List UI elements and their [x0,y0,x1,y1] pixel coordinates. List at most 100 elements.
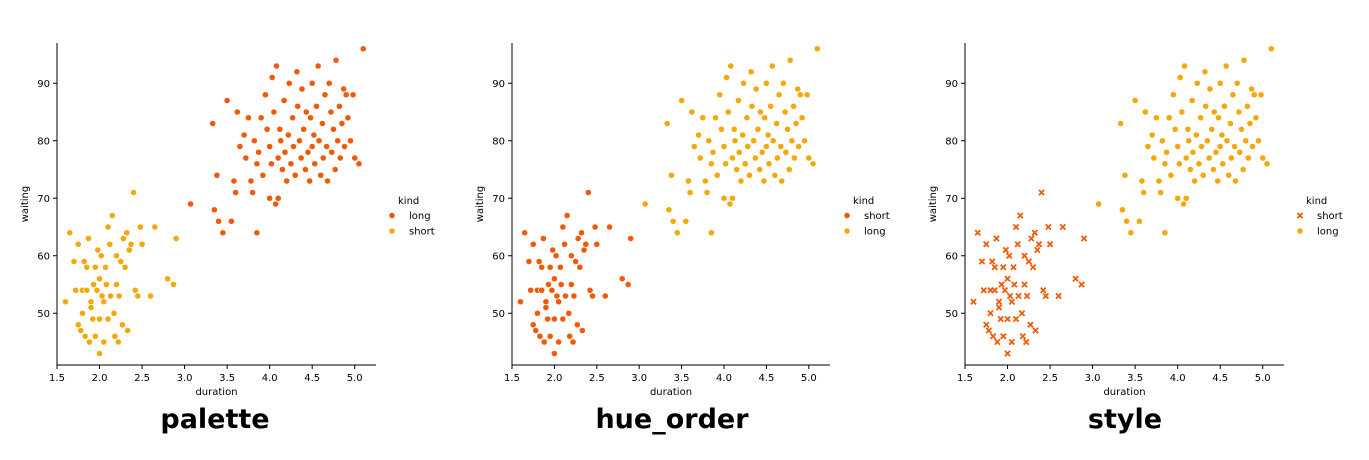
data-point-long [1188,97,1196,104]
data-point-short [1029,264,1037,271]
data-point-long [781,108,789,116]
data-point-long [696,154,704,162]
data-point-long [722,160,730,168]
data-point-long [727,62,735,70]
y-axis-title: waiting [928,186,939,222]
data-point-long [790,102,797,110]
points-group [62,45,367,357]
legend-label-long: long [864,227,886,238]
data-point-short [1035,241,1043,248]
data-point-long [351,154,359,162]
data-point-long [1178,108,1186,116]
data-point-long [1206,85,1214,93]
data-point-short [578,327,586,334]
data-point-long [1199,171,1207,179]
data-point-long [796,91,804,99]
data-point-long [332,56,340,64]
data-point-long [213,171,221,179]
data-point-long [1212,148,1220,156]
data-point-long [331,166,339,173]
data-point-short [624,281,632,288]
data-point-long [756,166,764,173]
data-point-short [551,350,558,357]
x-axis-title: duration [650,387,692,398]
data-point-long [748,102,756,110]
data-point-long [743,114,751,122]
data-point-long [740,79,747,87]
data-point-short [107,292,114,300]
data-point-long [306,177,314,185]
data-point-short [121,263,129,271]
data-point-short [1004,350,1011,357]
data-point-short [538,263,546,271]
data-point-long [1197,114,1205,122]
data-point-long [1148,131,1156,139]
data-point-long [276,125,284,133]
data-point-short [1078,281,1085,288]
data-point-long [758,148,766,156]
data-point-short [601,292,609,300]
x-tick-label: 4.5 [1212,373,1228,384]
data-point-short [170,281,177,288]
data-point-short [546,332,554,340]
data-point-long [777,143,785,150]
data-point-long [323,143,331,150]
data-point-long [686,189,694,196]
data-point-long [313,102,320,110]
data-point-long [250,137,258,145]
data-point-long [641,200,649,208]
data-point-long [1153,114,1160,122]
legend-title: kind [853,196,874,207]
x-tick-label: 1.5 [957,373,973,384]
data-point-short [529,321,537,329]
data-point-long [1118,206,1126,214]
data-point-short [164,275,171,283]
data-point-short [1059,223,1067,231]
data-point-long [327,108,335,116]
data-point-long [284,131,292,139]
data-point-long [1182,154,1190,162]
data-point-long [707,160,715,168]
data-point-long [1219,160,1227,168]
data-point-long [253,229,261,237]
data-point-short [1001,287,1009,294]
x-tick-label: 2.5 [134,373,150,384]
data-point-short [87,298,95,306]
data-point-long [359,45,367,53]
y-tick-label: 50 [492,309,505,320]
data-point-long [1163,148,1171,156]
data-point-short [559,315,567,323]
y-tick-label: 60 [492,251,505,262]
data-point-long [1150,154,1158,162]
data-point-long [317,171,325,179]
data-point-short [565,309,573,317]
y-tick-label: 80 [492,136,505,147]
data-point-short [521,229,529,237]
data-point-short [96,275,103,283]
data-point-long [308,143,316,150]
data-point-short [534,309,541,317]
data-point-short [91,263,99,271]
data-point-short [1031,229,1038,236]
data-point-long [709,148,717,156]
data-point-long [1238,125,1245,133]
data-point-long [773,120,780,127]
data-point-short [569,338,577,346]
data-point-long [1246,120,1254,127]
data-point-long [242,154,250,162]
data-point-long [684,177,692,185]
panel-2: 1.5 2.0 2.5 3.0 3.5 4.0 4.5 5.0 50 60 70 80 90 durati… [475,43,890,435]
data-point-long [705,137,713,145]
data-point-long [718,125,725,133]
data-point-short [98,292,106,300]
data-point-long [300,125,308,133]
data-point-long [733,166,741,173]
data-point-short [87,304,95,311]
data-point-long [1174,194,1182,202]
data-point-short [1021,281,1028,288]
data-point-short [110,309,118,317]
legend: kind short long [1296,196,1343,238]
data-point-short [1008,298,1016,305]
data-point-long [1267,45,1275,53]
data-point-short [542,298,550,306]
